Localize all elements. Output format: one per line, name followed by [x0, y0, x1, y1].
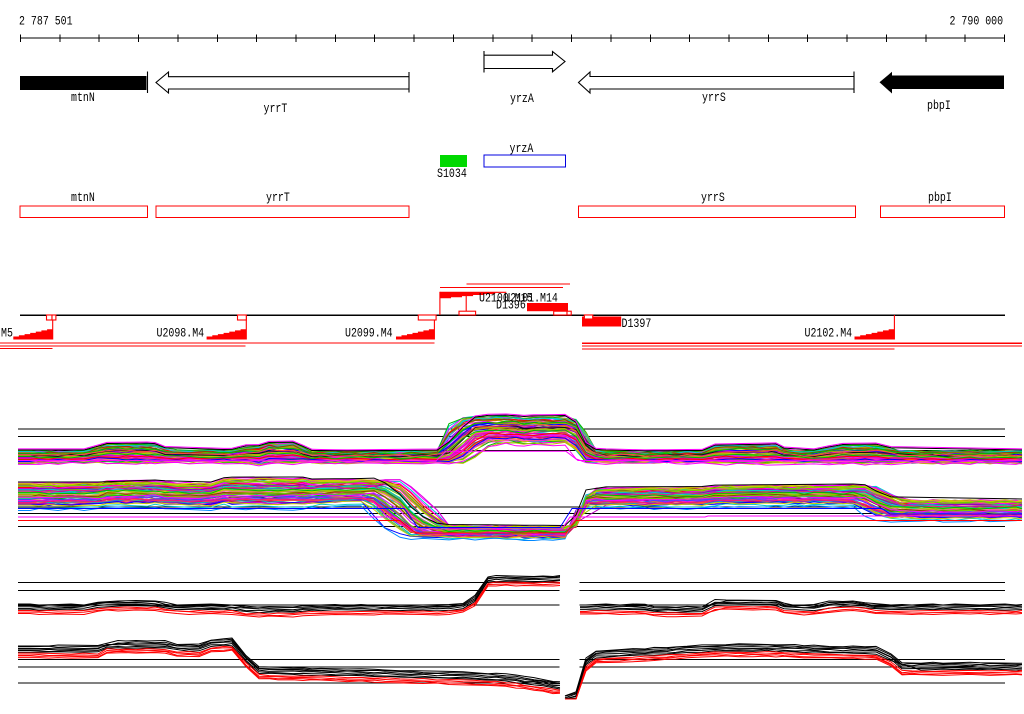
svg-text:yrzA: yrzA	[510, 141, 534, 156]
svg-text:yrrS: yrrS	[701, 190, 725, 205]
svg-text:yrrT: yrrT	[266, 190, 290, 205]
svg-text:pbpI: pbpI	[928, 190, 952, 205]
svg-text:U2098.M4: U2098.M4	[157, 326, 205, 341]
svg-text:D1397: D1397	[622, 316, 652, 331]
svg-text:U2099.M4: U2099.M4	[345, 326, 393, 341]
svg-text:mtnN: mtnN	[71, 190, 95, 205]
svg-text:S1034: S1034	[437, 166, 467, 181]
svg-text:yrrS: yrrS	[702, 90, 726, 105]
svg-text:U2101.M14: U2101.M14	[504, 291, 558, 306]
svg-text:M5: M5	[1, 326, 13, 341]
svg-text:U2100.M15: U2100.M15	[479, 291, 533, 306]
svg-text:2 790 000: 2 790 000	[950, 14, 1004, 29]
svg-text:yrrT: yrrT	[264, 101, 288, 116]
svg-text:pbpI: pbpI	[927, 98, 951, 113]
svg-text:2 787 501: 2 787 501	[19, 14, 73, 29]
svg-text:yrzA: yrzA	[510, 91, 534, 106]
svg-text:mtnN: mtnN	[71, 90, 95, 105]
svg-text:U2102.M4: U2102.M4	[805, 326, 853, 341]
svg-text:D1396: D1396	[496, 298, 526, 313]
